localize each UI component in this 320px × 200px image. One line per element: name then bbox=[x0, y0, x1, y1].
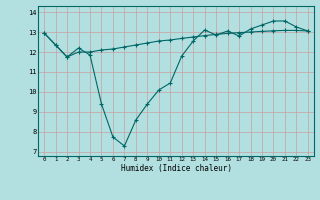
X-axis label: Humidex (Indice chaleur): Humidex (Indice chaleur) bbox=[121, 164, 231, 173]
